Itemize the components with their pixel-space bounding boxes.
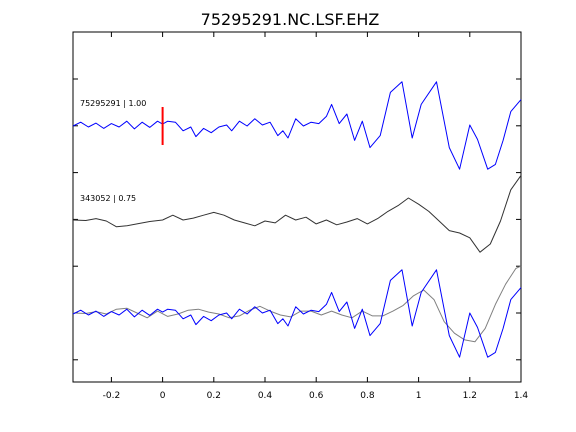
x-tick-label: -0.2	[103, 391, 121, 401]
trace-reference	[72, 175, 522, 253]
chart-title: 75295291.NC.LSF.EHZ	[201, 10, 380, 29]
x-tick-label: 0.4	[258, 391, 273, 401]
x-tick-label: 1.4	[514, 391, 529, 401]
x-tick-label: 0.6	[309, 391, 324, 401]
trace-label: 343052 | 0.75	[80, 194, 136, 203]
trace-label: 75295291 | 1.00	[80, 99, 146, 108]
x-tick-label: 1	[416, 391, 422, 401]
x-tick-label: 0.8	[360, 391, 375, 401]
trace-target	[72, 81, 522, 170]
plot-area: -0.2 0 0.2 0.4 0.6 0.8 1 1.2 1.4 75295291 | 1.00 3…	[72, 31, 529, 401]
x-tick-label: 0.2	[207, 391, 221, 401]
x-tick-label: 0	[160, 391, 166, 401]
x-tick-label: 1.2	[463, 391, 477, 401]
trace-target	[72, 269, 522, 358]
plot-frame	[72, 31, 522, 383]
